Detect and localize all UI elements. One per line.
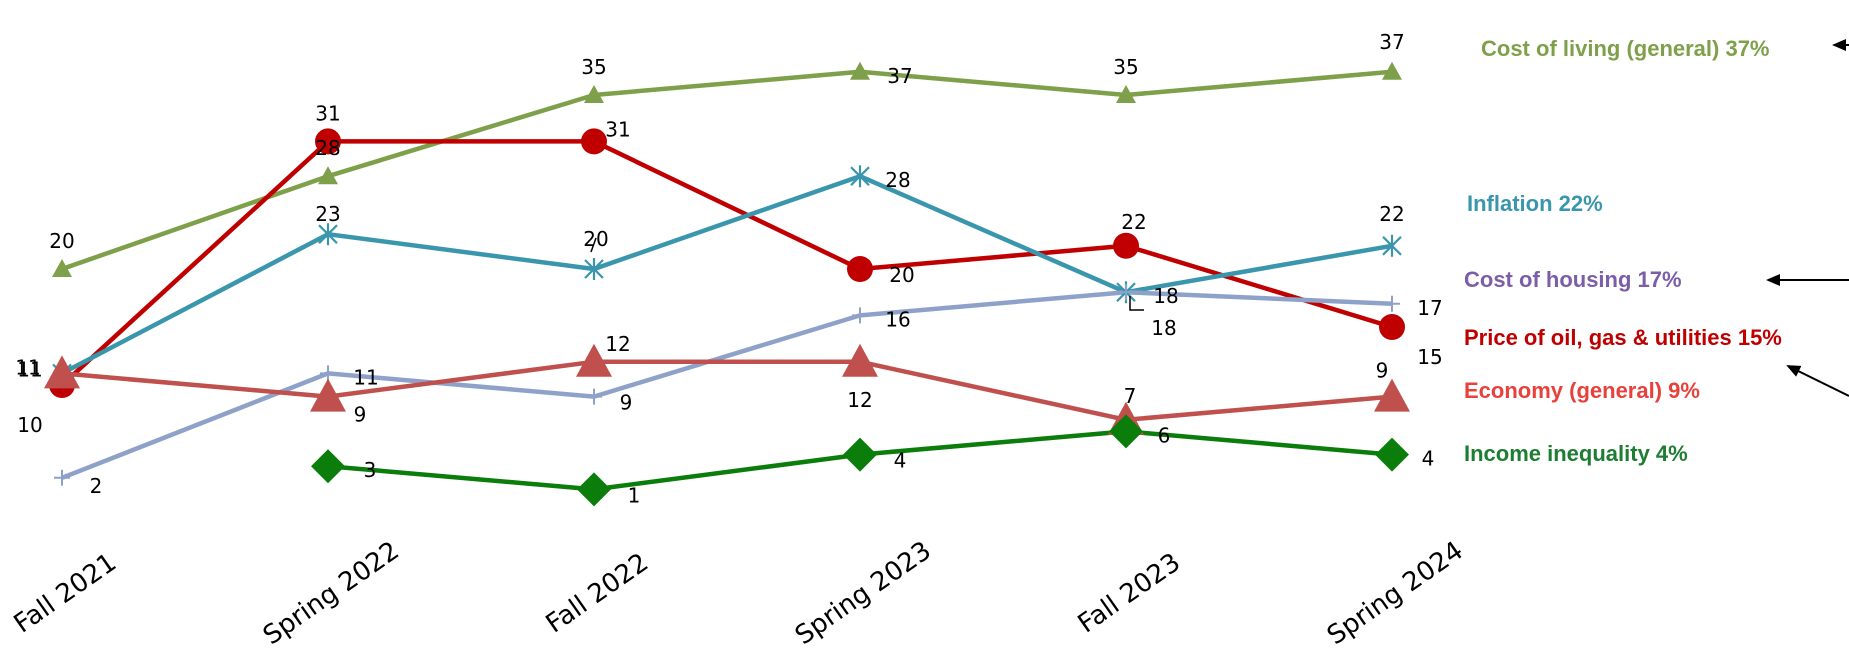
- data-label-cost-of-housing-0: 2: [90, 474, 103, 498]
- marker-cost-of-living-4: [1116, 85, 1136, 103]
- data-label-cost-of-living-2: 35: [581, 55, 606, 79]
- data-label-income-inequality-1: 3: [364, 458, 377, 482]
- marker-inflation-1: [318, 223, 338, 246]
- marker-cost-of-housing-4: [1118, 284, 1134, 301]
- data-label-income-inequality-3: 4: [894, 449, 907, 473]
- legend-price-oil: Price of oil, gas & utilities 15%: [1464, 325, 1782, 350]
- marker-economy-2: [576, 343, 612, 377]
- marker-economy-1: [310, 378, 346, 412]
- marker-income-inequality-1: [311, 449, 345, 484]
- marker-cost-of-housing-2: [586, 388, 602, 405]
- data-label-economy-0: 11: [17, 357, 42, 381]
- tick-label-fall-2022: Fall 2022: [541, 547, 654, 639]
- marker-inflation-3: [850, 165, 870, 188]
- data-label-cost-of-housing-1: 11: [353, 365, 378, 389]
- data-label-income-inequality-4: 6: [1158, 423, 1171, 447]
- x-axis-tick-labels: Fall 2021 Spring 2022 Fall 2022 Spring 2023…: [9, 536, 1469, 651]
- tick-label-spring-2024: Spring 2024: [1322, 536, 1469, 651]
- marker-price-oil-2: [581, 128, 607, 155]
- marker-cost-of-housing-3: [852, 307, 868, 324]
- marker-inflation-2: [584, 258, 604, 280]
- data-label-cost-of-living-4: 35: [1113, 55, 1138, 79]
- marker-income-inequality-3: [843, 437, 877, 472]
- legend-inflation: Inflation 22%: [1467, 191, 1603, 216]
- series-line-cost-of-housing: [61, 289, 1393, 480]
- marker-cost-of-housing-0: [54, 469, 70, 486]
- data-label-cost-of-housing-4: 18: [1151, 316, 1176, 340]
- data-label-inflation-4: 18: [1153, 284, 1178, 308]
- marker-income-inequality-5: [1375, 437, 1409, 472]
- data-label-price-oil-3: 20: [889, 263, 914, 287]
- legend-cost-of-housing: Cost of housing 17%: [1464, 267, 1682, 292]
- legend-cost-of-living: Cost of living (general) 37%: [1481, 36, 1770, 61]
- data-label-inflation-5: 22: [1379, 202, 1404, 226]
- marker-economy-3: [842, 343, 878, 377]
- data-label-inflation-0: 11: [15, 355, 40, 379]
- marker-cost-of-living-1: [318, 166, 338, 185]
- series-line-price-oil: [60, 139, 1393, 387]
- data-label-inflation-1: 23: [315, 202, 340, 226]
- data-label-income-inequality-2: 1: [628, 483, 641, 507]
- marker-cost-of-living-0: [52, 259, 72, 277]
- marker-economy-5: [1374, 378, 1410, 412]
- data-label-price-oil-1: 31: [315, 101, 340, 125]
- data-label-income-inequality-5: 4: [1422, 447, 1435, 471]
- data-label-inflation-3: 28: [885, 168, 910, 192]
- marker-price-oil-5: [1379, 314, 1405, 340]
- marker-cost-of-living-3: [850, 61, 870, 80]
- legend-arrows: [1766, 39, 1849, 397]
- series-lines: [60, 69, 1393, 492]
- data-label-cost-of-housing-3: 16: [885, 307, 910, 331]
- data-label-price-oil-0: 10: [17, 413, 42, 437]
- data-label-economy-2: 12: [605, 332, 630, 356]
- data-label-cost-of-living-3: 37: [887, 64, 912, 88]
- leader-line-inflation-fall-2022: [590, 237, 597, 253]
- data-label-economy-3: 12: [847, 388, 872, 412]
- marker-cost-of-housing-5: [1384, 295, 1400, 312]
- data-label-cost-of-living-0: 20: [49, 229, 74, 253]
- data-label-economy-5: 9: [1376, 359, 1389, 383]
- tick-label-spring-2022: Spring 2022: [258, 536, 405, 651]
- marker-price-oil-4: [1113, 232, 1139, 259]
- series-markers: [44, 61, 1410, 507]
- marker-income-inequality-4: [1109, 414, 1143, 449]
- data-label-cost-of-living-5: 37: [1379, 30, 1404, 54]
- marker-inflation-5: [1382, 234, 1402, 257]
- marker-cost-of-living-5: [1382, 61, 1402, 80]
- tick-label-fall-2021: Fall 2021: [9, 547, 122, 639]
- series-line-cost-of-living: [61, 69, 1393, 272]
- legend: Cost of living (general) 37% Inflation 22…: [1464, 36, 1782, 466]
- data-label-economy-1: 9: [354, 403, 367, 427]
- series-line-inflation: [60, 173, 1393, 376]
- legend-economy: Economy (general) 9%: [1464, 378, 1700, 403]
- leader-line-housing-fall-2023: [1129, 296, 1144, 311]
- tick-label-spring-2023: Spring 2023: [790, 536, 937, 651]
- data-label-price-oil-4: 22: [1121, 210, 1146, 234]
- marker-economy-0: [44, 355, 80, 389]
- data-label-price-oil-2: 31: [605, 117, 630, 141]
- data-label-cost-of-living-1: 28: [315, 136, 340, 160]
- data-label-cost-of-housing-5: 17: [1417, 296, 1442, 320]
- tick-label-fall-2023: Fall 2023: [1073, 547, 1186, 639]
- marker-cost-of-living-2: [584, 85, 604, 103]
- marker-income-inequality-2: [577, 472, 611, 507]
- data-label-cost-of-housing-2: 9: [620, 391, 633, 415]
- arrow-price-oil: [1786, 365, 1849, 397]
- legend-income-inequality: Income inequality 4%: [1464, 441, 1688, 466]
- data-label-economy-4: 7: [1124, 384, 1137, 408]
- marker-price-oil-1: [315, 128, 341, 155]
- series-line-economy: [61, 359, 1393, 423]
- marker-price-oil-3: [847, 256, 873, 282]
- data-label-price-oil-5: 15: [1417, 345, 1442, 369]
